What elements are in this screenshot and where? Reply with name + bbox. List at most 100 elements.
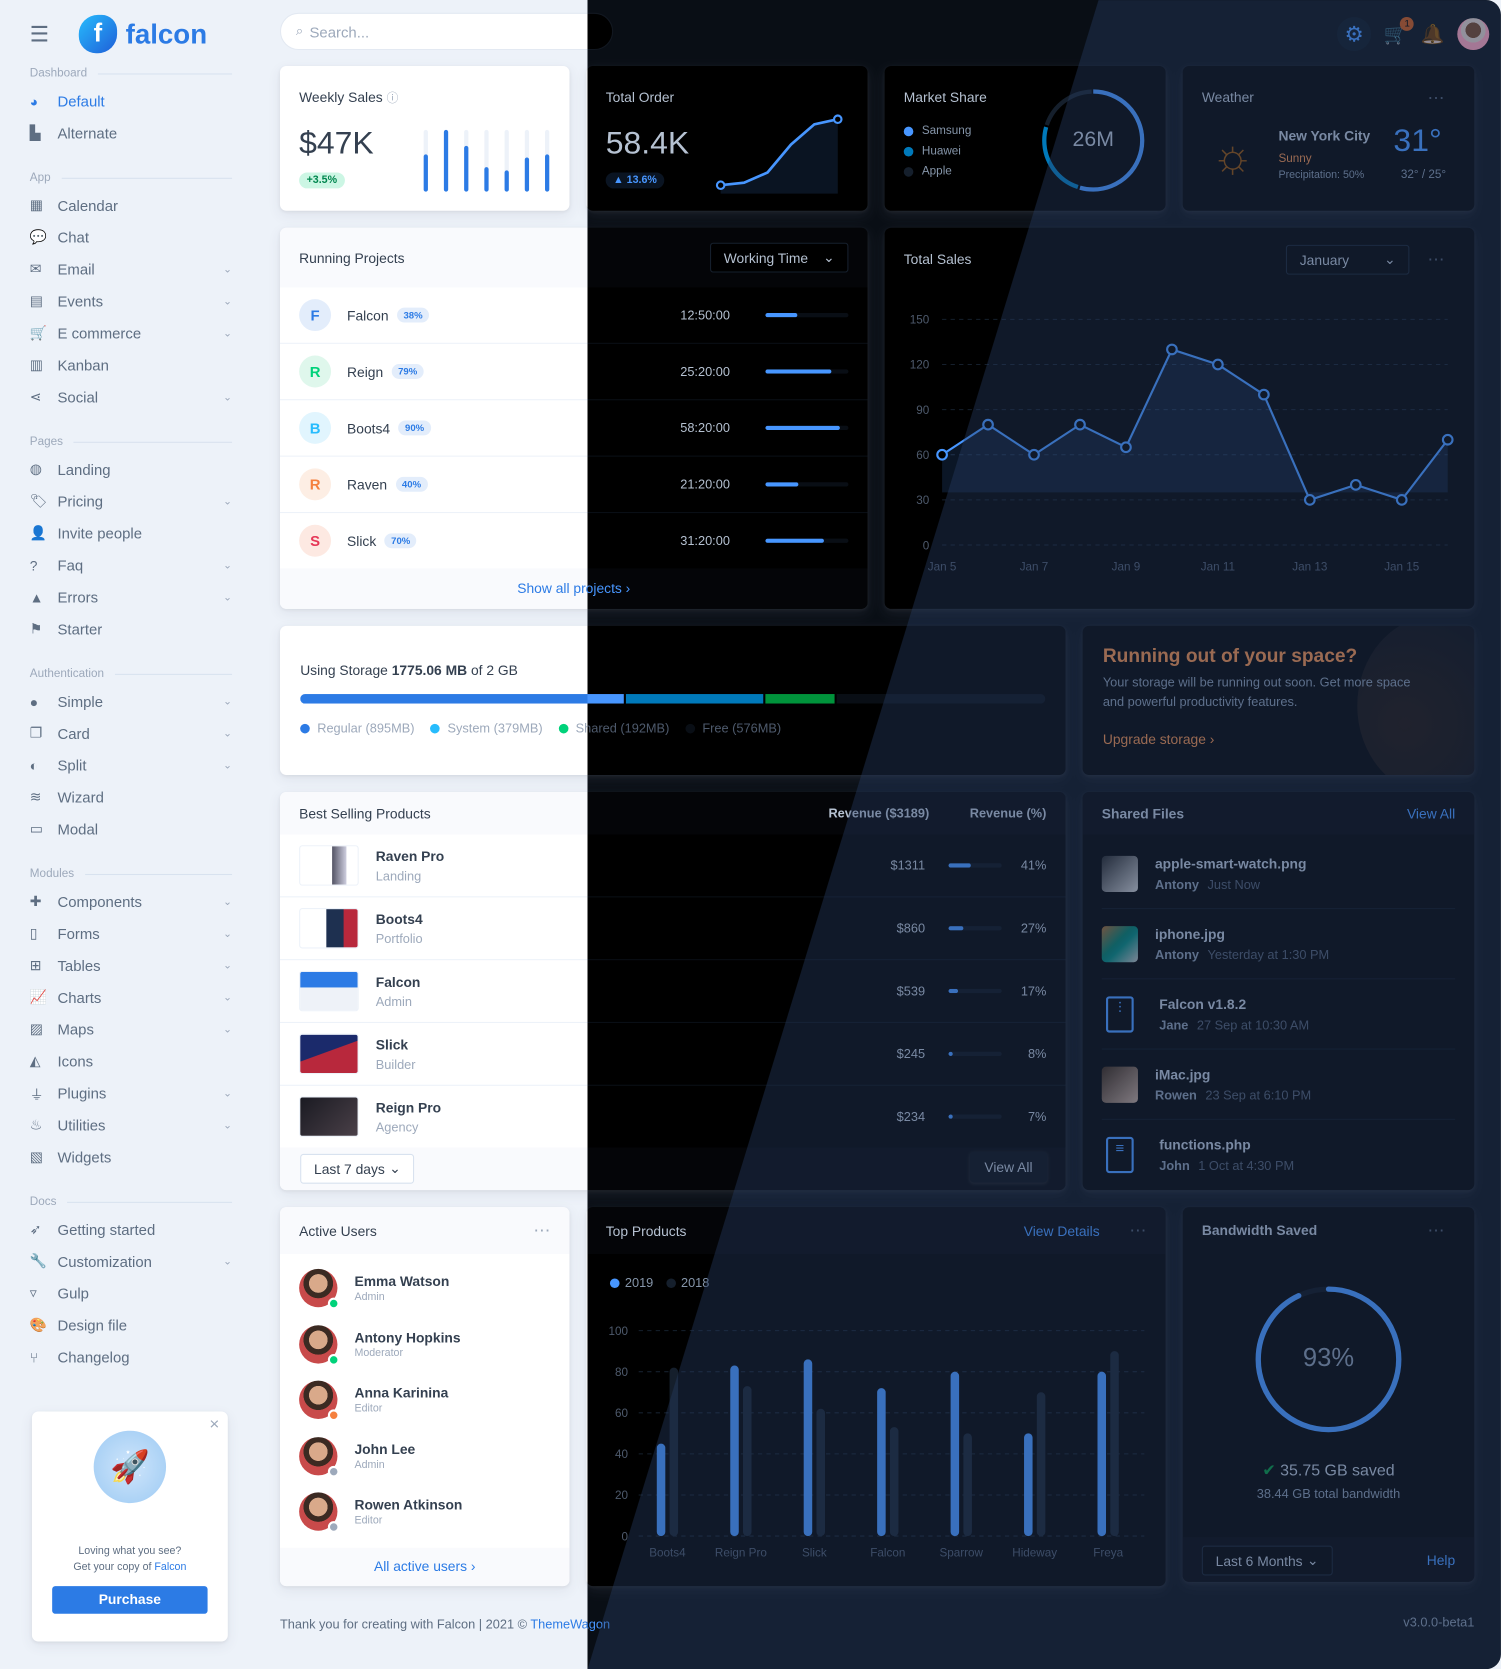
- search-input[interactable]: Search...: [309, 22, 370, 40]
- sidebar-item-plugins[interactable]: ⏚ Plugins ⌄: [30, 1077, 232, 1109]
- search-box[interactable]: ⌕ Search...: [279, 12, 614, 51]
- sidebar-item-starter[interactable]: ⚑ Starter: [30, 613, 232, 645]
- product-name[interactable]: Raven Pro: [375, 847, 445, 864]
- shared-file-row[interactable]: ≡ functions.php John 1 Oct at 4:30 PM: [1102, 1120, 1455, 1190]
- chevron-down-icon[interactable]: ⌄: [223, 559, 233, 572]
- file-name[interactable]: Falcon v1.8.2: [1159, 995, 1247, 1012]
- product-row[interactable]: Reign Pro Agency $234 7%: [279, 1086, 1066, 1149]
- sidebar-item-social[interactable]: ⋖ Social ⌄: [30, 381, 232, 413]
- sidebar-item-customization[interactable]: 🔧 Customization ⌄: [30, 1245, 232, 1277]
- project-row[interactable]: B Boots4 90% 58:20:00: [279, 400, 868, 457]
- product-row[interactable]: Raven Pro Landing $1311 41%: [279, 835, 1066, 898]
- user-name[interactable]: Emma Watson: [354, 1273, 450, 1290]
- sidebar-item-split[interactable]: ◐ Split ⌄: [30, 749, 232, 781]
- user-name[interactable]: Antony Hopkins: [354, 1329, 461, 1346]
- more-options-icon[interactable]: ⋯: [533, 1222, 551, 1241]
- file-name[interactable]: iMac.jpg: [1154, 1066, 1211, 1083]
- sidebar-item-getting-started[interactable]: ➶ Getting started: [30, 1214, 232, 1246]
- falcon-link[interactable]: Falcon: [154, 1561, 187, 1574]
- project-row[interactable]: R Raven 40% 21:20:00: [279, 457, 868, 514]
- show-all-projects-link[interactable]: Show all projects ›: [279, 568, 868, 609]
- menu-toggle-icon[interactable]: ☰: [29, 22, 49, 47]
- working-time-select[interactable]: Working Time ⌄: [709, 242, 849, 273]
- sidebar-item-tables[interactable]: ⊞ Tables ⌄: [30, 950, 232, 982]
- sidebar-item-chat[interactable]: 💬 Chat: [30, 221, 232, 253]
- cart-icon[interactable]: 🛒 1: [1384, 16, 1415, 45]
- sidebar-item-alternate[interactable]: ▙ Alternate: [30, 117, 232, 149]
- sidebar-item-design-file[interactable]: 🎨 Design file: [30, 1309, 232, 1341]
- chevron-down-icon[interactable]: ⌄: [223, 591, 233, 604]
- project-name[interactable]: Raven: [347, 476, 388, 493]
- sidebar-item-kanban[interactable]: ▥ Kanban: [30, 349, 232, 381]
- sidebar-item-gulp[interactable]: ▿ Gulp: [30, 1277, 232, 1309]
- more-options-icon[interactable]: ⋯: [1427, 1222, 1445, 1241]
- chevron-down-icon[interactable]: ⌄: [223, 1023, 233, 1036]
- more-options-icon[interactable]: ⋯: [1427, 89, 1445, 108]
- sidebar-item-calendar[interactable]: ▦ Calendar: [30, 189, 232, 221]
- themewagon-link[interactable]: ThemeWagon: [530, 1616, 611, 1632]
- column-header-revenue[interactable]: Revenue ($3189): [828, 805, 930, 821]
- settings-gear-icon[interactable]: ⚙: [1337, 17, 1372, 52]
- shared-file-row[interactable]: apple-smart-watch.png Antony Just Now: [1101, 839, 1456, 910]
- upgrade-storage-link[interactable]: Upgrade storage ›: [1102, 731, 1215, 748]
- project-name[interactable]: Falcon: [347, 307, 389, 324]
- file-name[interactable]: iphone.jpg: [1154, 925, 1225, 942]
- chevron-down-icon[interactable]: ⌄: [223, 1255, 233, 1268]
- sidebar-item-utilities[interactable]: ♨ Utilities ⌄: [30, 1109, 232, 1141]
- sidebar-item-widgets[interactable]: ▧ Widgets: [30, 1141, 232, 1173]
- sidebar-item-errors[interactable]: ▲ Errors ⌄: [30, 581, 232, 613]
- chevron-down-icon[interactable]: ⌄: [223, 1087, 233, 1100]
- project-name[interactable]: Boots4: [347, 419, 391, 436]
- active-user-row[interactable]: Antony Hopkins Moderator: [280, 1316, 570, 1372]
- product-name[interactable]: Reign Pro: [375, 1099, 442, 1116]
- view-all-button[interactable]: View All: [969, 1151, 1048, 1183]
- active-user-row[interactable]: John Lee Admin: [280, 1428, 570, 1484]
- shared-file-row[interactable]: iphone.jpg Antony Yesterday at 1:30 PM: [1101, 909, 1456, 980]
- project-row[interactable]: R Reign 79% 25:20:00: [279, 344, 868, 401]
- column-header-revenue-pct[interactable]: Revenue (%): [969, 805, 1047, 821]
- project-row[interactable]: F Falcon 38% 12:50:00: [279, 287, 868, 344]
- product-row[interactable]: Slick Builder $245 8%: [279, 1023, 1066, 1086]
- chevron-down-icon[interactable]: ⌄: [223, 759, 233, 772]
- chevron-down-icon[interactable]: ⌄: [223, 391, 233, 403]
- user-name[interactable]: Anna Karinina: [354, 1385, 449, 1402]
- sidebar-item-wizard[interactable]: ≋ Wizard: [30, 781, 232, 813]
- sidebar-item-email[interactable]: ✉ Email ⌄: [30, 253, 232, 285]
- product-row[interactable]: Falcon Admin $539 17%: [279, 960, 1066, 1023]
- user-name[interactable]: John Lee: [354, 1441, 416, 1458]
- project-name[interactable]: Slick: [347, 532, 377, 549]
- chevron-down-icon[interactable]: ⌄: [223, 959, 233, 972]
- sidebar-item-maps[interactable]: ▨ Maps ⌄: [30, 1013, 232, 1045]
- notification-bell-icon[interactable]: 🔔: [1420, 22, 1445, 45]
- period-select[interactable]: Last 6 Months ⌄: [1201, 1545, 1333, 1576]
- help-link[interactable]: Help: [1426, 1552, 1456, 1569]
- product-name[interactable]: Boots4: [375, 910, 423, 927]
- close-icon[interactable]: ×: [209, 1415, 220, 1434]
- info-icon[interactable]: ⓘ: [386, 92, 399, 106]
- user-name[interactable]: Rowen Atkinson: [354, 1496, 463, 1513]
- chevron-down-icon[interactable]: ⌄: [223, 327, 233, 340]
- sidebar-item-changelog[interactable]: ⑂ Changelog: [30, 1341, 232, 1373]
- chevron-down-icon[interactable]: ⌄: [223, 1119, 233, 1132]
- all-active-users-link[interactable]: All active users ›: [279, 1547, 570, 1587]
- sidebar-item-simple[interactable]: ● Simple ⌄: [30, 686, 232, 718]
- sidebar-item-landing[interactable]: ◍ Landing: [30, 453, 232, 485]
- chevron-down-icon[interactable]: ⌄: [223, 991, 233, 1004]
- active-user-row[interactable]: Anna Karinina Editor: [280, 1372, 570, 1428]
- sidebar-item-charts[interactable]: 📈 Charts ⌄: [30, 981, 232, 1013]
- sidebar-item-components[interactable]: ✚ Components ⌄: [30, 886, 232, 918]
- project-row[interactable]: S Slick 70% 31:20:00: [279, 513, 868, 570]
- file-name[interactable]: apple-smart-watch.png: [1154, 855, 1307, 872]
- chevron-down-icon[interactable]: ⌄: [223, 727, 233, 740]
- sidebar-item-forms[interactable]: ▯ Forms ⌄: [30, 918, 232, 950]
- file-name[interactable]: functions.php: [1159, 1136, 1251, 1153]
- view-all-link[interactable]: View All: [1406, 805, 1456, 822]
- date-range-select[interactable]: Last 7 days ⌄: [300, 1153, 415, 1184]
- brand-name[interactable]: falcon: [125, 17, 208, 50]
- chevron-down-icon[interactable]: ⌄: [223, 495, 233, 508]
- chevron-down-icon[interactable]: ⌄: [223, 695, 233, 708]
- sidebar-item-card[interactable]: ❐ Card ⌄: [30, 717, 232, 749]
- sidebar-item-invite-people[interactable]: 👤 Invite people: [30, 517, 232, 549]
- product-name[interactable]: Slick: [375, 1036, 409, 1053]
- sidebar-item-e-commerce[interactable]: 🛒 E commerce ⌄: [30, 317, 232, 349]
